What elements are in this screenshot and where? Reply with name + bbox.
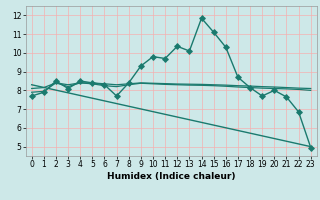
X-axis label: Humidex (Indice chaleur): Humidex (Indice chaleur) xyxy=(107,172,236,181)
